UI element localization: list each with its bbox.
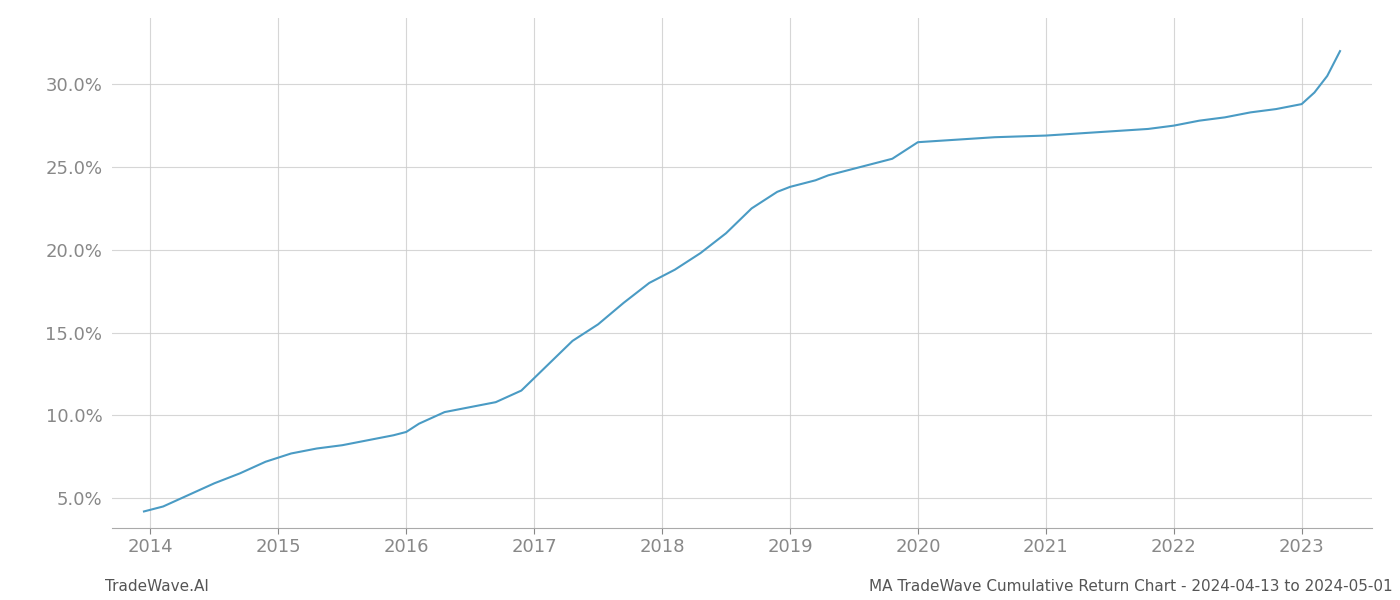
Text: TradeWave.AI: TradeWave.AI [105,579,209,594]
Text: MA TradeWave Cumulative Return Chart - 2024-04-13 to 2024-05-01: MA TradeWave Cumulative Return Chart - 2… [869,579,1393,594]
